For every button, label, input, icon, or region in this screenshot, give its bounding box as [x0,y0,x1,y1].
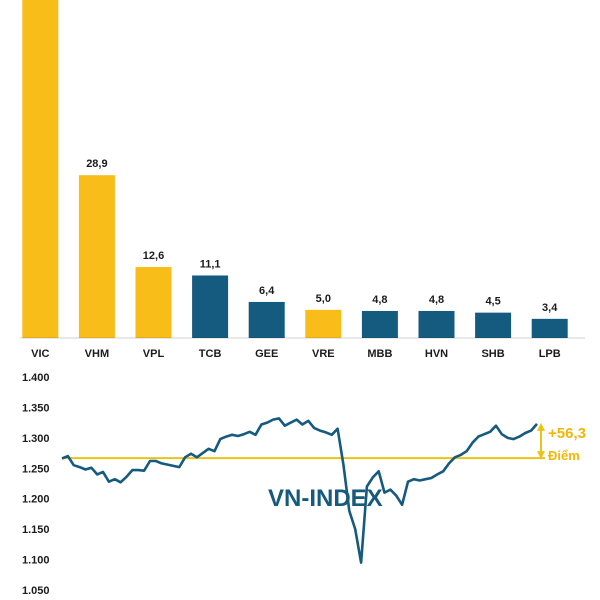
delta-value: +56,3 [548,425,586,442]
delta-annotation: +56,3 Điểm [537,422,586,463]
bar-category-label-shb: SHB [481,348,504,360]
bar-value-label-tcb: 11,1 [200,258,221,270]
y-tick-label: 1.400 [22,372,50,384]
line-chart: 1.400 1.350 1.300 1.250 1.200 1.150 1.100 1.050… [22,372,586,597]
bar-shb [475,312,512,338]
y-axis-ticks: 1.400 1.350 1.300 1.250 1.200 1.150 1.100 1.050 [22,372,50,597]
series-line-vn-index [61,417,538,564]
y-tick-label: 1.050 [22,585,50,597]
bar-chart: VIC 28,9 VHM 12,6 VPL 11,1 TCB 6,4 GEE 5,0 VRE 4,8 M… [20,0,585,360]
y-tick-label: 1.200 [22,494,50,506]
delta-arrow-tail [537,451,545,460]
y-tick-label: 1.100 [22,555,50,567]
bar-lpb [531,318,568,338]
bar-category-label-vhm: VHM [85,348,109,360]
bar-vre [305,309,342,338]
bar-category-label-mbb: MBB [367,348,392,360]
bar-value-label-shb: 4,5 [485,296,500,308]
series-label-vn-index: VN-INDEX [268,485,383,512]
bar-gee [248,301,285,338]
bar-tcb [192,275,229,338]
bar-vic [22,0,59,338]
delta-unit: Điểm [548,448,580,463]
bar-value-label-vhm: 28,9 [86,158,107,170]
bar-value-label-hvn: 4,8 [429,294,444,306]
bar-category-label-lpb: LPB [539,348,561,360]
delta-arrow-head [537,422,545,431]
bar-category-label-tcb: TCB [199,348,222,360]
bars-group: VIC 28,9 VHM 12,6 VPL 11,1 TCB 6,4 GEE 5,0 VRE 4,8 M… [22,0,568,360]
bar-category-label-gee: GEE [255,348,278,360]
bar-vhm [78,175,115,338]
y-tick-label: 1.350 [22,402,50,414]
bar-hvn [418,310,455,338]
bar-value-label-vpl: 12,6 [143,250,164,262]
bar-category-label-vpl: VPL [143,348,165,360]
bar-value-label-lpb: 3,4 [542,302,558,314]
bar-category-label-hvn: HVN [425,348,448,360]
bar-value-label-mbb: 4,8 [372,294,387,306]
bar-vpl [135,267,172,338]
y-tick-label: 1.250 [22,463,50,475]
bar-value-label-vre: 5,0 [316,293,331,305]
bar-value-label-gee: 6,4 [259,285,275,297]
bar-mbb [361,310,398,338]
bar-category-label-vic: VIC [31,348,49,360]
bar-category-label-vre: VRE [312,348,335,360]
y-tick-label: 1.150 [22,524,50,536]
y-tick-label: 1.300 [22,433,50,445]
